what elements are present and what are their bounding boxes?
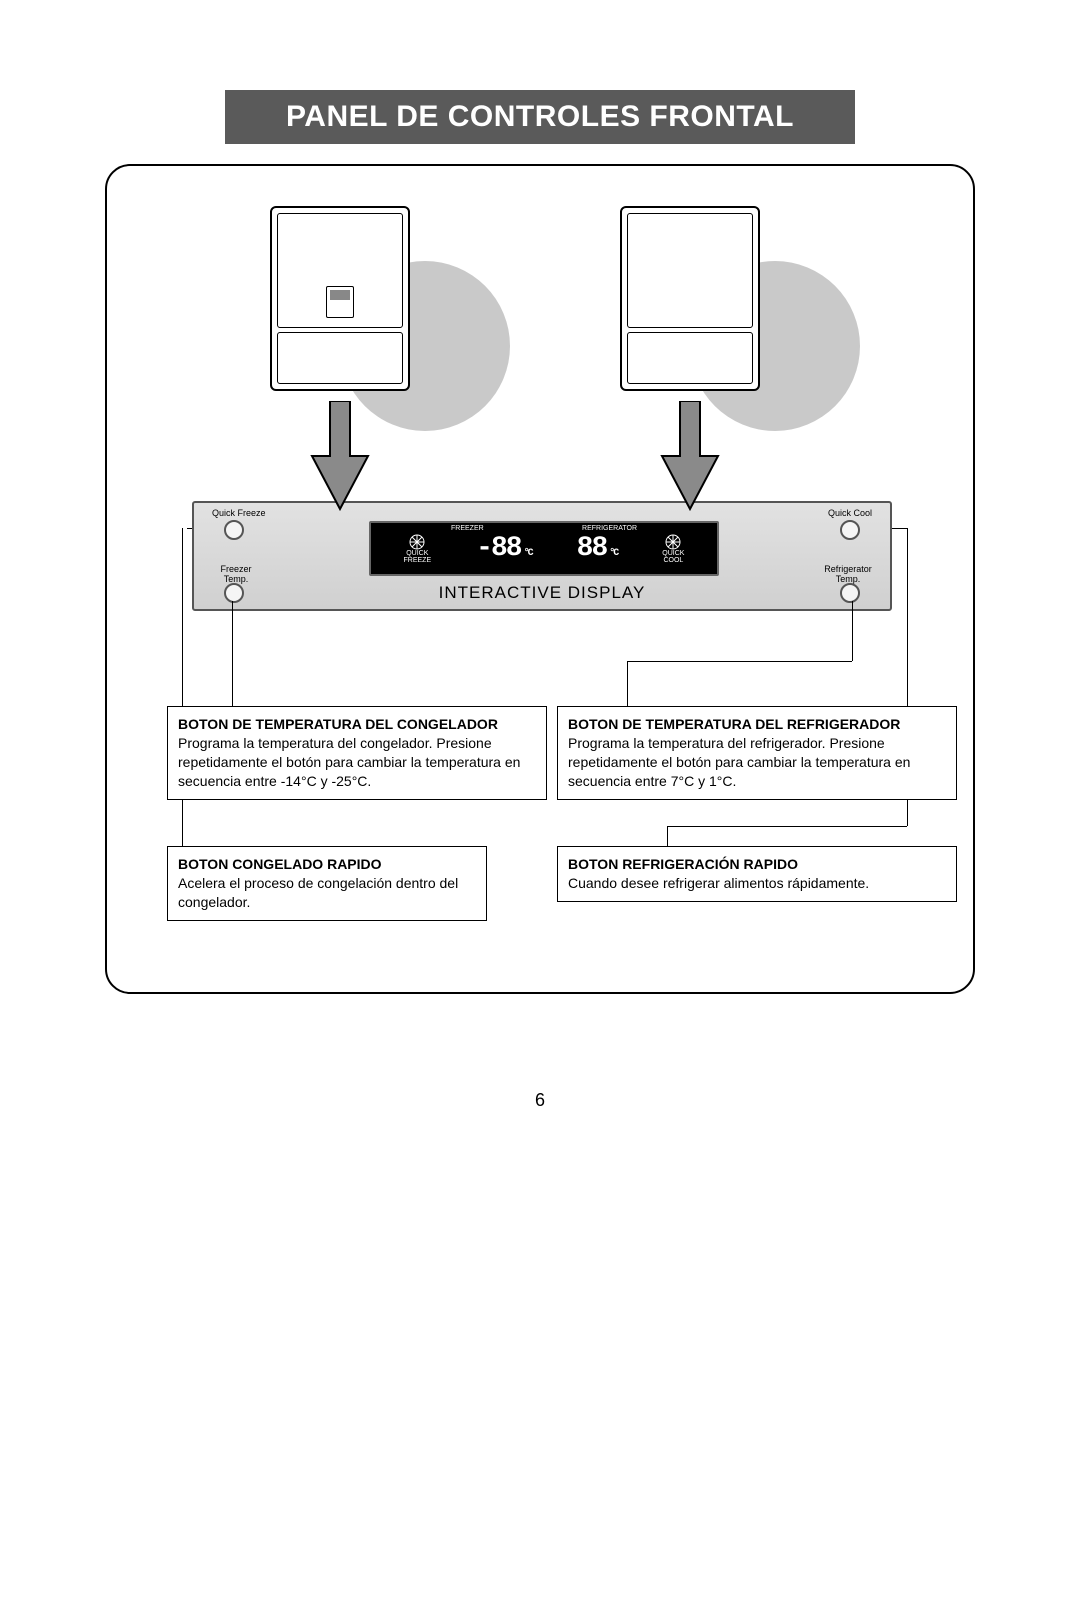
freezer-temp-label: Freezer Temp. (216, 565, 256, 585)
callout-heading: BOTON DE TEMPERATURA DEL CONGELADOR (178, 715, 536, 734)
lcd-refrigerator-header: REFRIGERATOR (582, 525, 637, 532)
callout-heading: BOTON REFRIGERACIÓN RAPIDO (568, 855, 946, 874)
leader-line (187, 528, 192, 529)
callout-body: Programa la temperatura del refrigerador… (568, 734, 946, 791)
callout-body: Programa la temperatura del congelador. … (178, 734, 536, 791)
interactive-display-label: INTERACTIVE DISPLAY (194, 583, 890, 603)
control-panel: Quick Freeze Freezer Temp. Quick Cool Re… (192, 501, 892, 611)
lcd-freezer-unit: °C (524, 548, 532, 559)
arrow-down-icon (660, 401, 720, 511)
fridge-bottom-door (627, 332, 753, 384)
lcd-refrigerator-temp-val: 88 (577, 533, 607, 564)
page-title: PANEL DE CONTROLES FRONTAL (225, 90, 855, 144)
callout-body: Cuando desee refrigerar alimentos rápida… (568, 874, 946, 893)
callout-freezer-temp: BOTON DE TEMPERATURA DEL CONGELADOR Prog… (167, 706, 547, 800)
snowflake-icon (665, 534, 681, 550)
fridge-top-door (627, 213, 753, 328)
quick-cool-label: Quick Cool (828, 509, 872, 519)
fridge-left (260, 206, 470, 496)
lcd-quick-cool: QUICK COOL (662, 534, 684, 564)
leader-line (852, 601, 853, 661)
callout-body: Acelera el proceso de congelación dentro… (178, 874, 476, 912)
lcd-freezer-header: FREEZER (451, 525, 484, 532)
lcd-refrigerator-unit: °C (609, 548, 617, 559)
callout-heading: BOTON DE TEMPERATURA DEL REFRIGERADOR (568, 715, 946, 734)
diagram-container: Quick Freeze Freezer Temp. Quick Cool Re… (105, 164, 975, 994)
lcd-qc-line1: QUICK (662, 550, 684, 557)
lcd-refrigerator-temp: 88 °C (577, 533, 618, 564)
leader-line (232, 601, 233, 706)
refrigerator-temp-label: Refrigerator Temp. (818, 565, 878, 585)
lcd-freezer-temp-val: -88 (476, 533, 520, 564)
leader-line (667, 826, 668, 846)
quick-cool-button[interactable] (840, 520, 860, 540)
callout-heading: BOTON CONGELADO RAPIDO (178, 855, 476, 874)
callout-quick-cool: BOTON REFRIGERACIÓN RAPIDO Cuando desee … (557, 846, 957, 902)
callout-quick-freeze: BOTON CONGELADO RAPIDO Acelera el proces… (167, 846, 487, 921)
dispenser-screen (330, 290, 350, 300)
lcd-qc-line2: COOL (663, 557, 683, 564)
quick-freeze-button[interactable] (224, 520, 244, 540)
leader-line (627, 661, 852, 662)
snowflake-icon (409, 534, 425, 550)
arrow-down-icon (310, 401, 370, 511)
freezer-temp-label-line1: Freezer (220, 564, 251, 574)
lcd-display: FREEZER REFRIGERATOR QUICK FREEZE -88 °C… (369, 521, 719, 576)
lcd-quick-freeze: QUICK FREEZE (404, 534, 432, 564)
fridge-top-door (277, 213, 403, 328)
fridge-illustrations (107, 206, 973, 496)
lcd-qf-line2: FREEZE (404, 557, 432, 564)
leader-line (667, 826, 907, 827)
lcd-qf-line1: QUICK (406, 550, 428, 557)
dispenser (326, 286, 354, 318)
refrigerator-temp-label-line1: Refrigerator (824, 564, 872, 574)
quick-freeze-label: Quick Freeze (212, 509, 266, 519)
fridge-body (270, 206, 410, 391)
lcd-freezer-temp: -88 °C (476, 533, 531, 564)
fridge-right (610, 206, 820, 496)
fridge-bottom-door (277, 332, 403, 384)
page-number: 6 (0, 1090, 1080, 1111)
fridge-body (620, 206, 760, 391)
leader-line (892, 528, 907, 529)
callout-refrigerator-temp: BOTON DE TEMPERATURA DEL REFRIGERADOR Pr… (557, 706, 957, 800)
leader-line (627, 661, 628, 706)
